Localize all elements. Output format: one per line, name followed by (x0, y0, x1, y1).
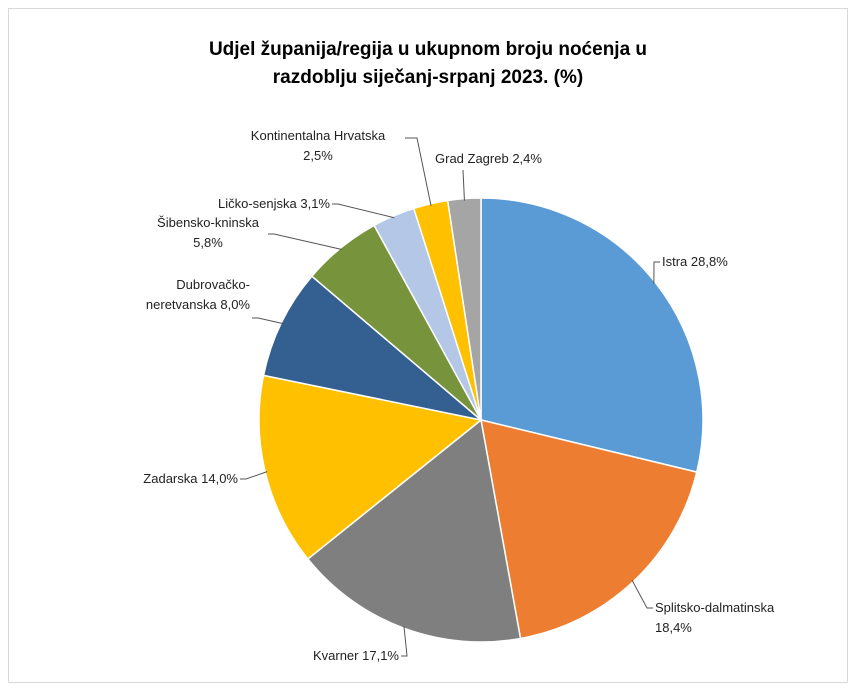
leader-line (405, 137, 432, 206)
leader-line (332, 203, 395, 219)
data-label: Istra 28,8% (662, 252, 728, 272)
value-label: 28,8% (690, 254, 728, 269)
leader-line (252, 317, 284, 325)
chart-frame (8, 8, 848, 683)
leader-line (268, 233, 343, 251)
pie-slice (480, 419, 698, 640)
value-label: 5,8% (193, 235, 223, 250)
pie-slice (480, 197, 704, 474)
data-label: Dubrovačko-neretvanska 8,0% (120, 275, 250, 315)
leader-line (240, 471, 268, 480)
data-label: Šibensko-kninska 5,8% (157, 213, 259, 253)
leader-line (401, 626, 408, 657)
category-label: Zadarska (143, 471, 198, 486)
category-label: Splitsko-dalmatinska (655, 600, 775, 615)
leader-line (631, 579, 653, 609)
value-label: 3,1% (300, 196, 330, 211)
category-label: Grad Zagreb (435, 151, 509, 166)
category-label: Kontinentalna Hrvatska (250, 128, 386, 143)
pie-slice (306, 418, 522, 643)
category-label: Dubrovačko-neretvanska (145, 277, 250, 312)
leader-line (653, 261, 660, 284)
value-label: 2,5% (303, 148, 333, 163)
category-label: Istra (662, 254, 688, 269)
value-label: 17,1% (362, 648, 399, 663)
data-label: Zadarska 14,0% (143, 469, 238, 489)
category-label: Šibensko-kninska (157, 215, 259, 230)
value-label: 14,0% (201, 471, 238, 486)
data-label: Kontinentalna Hrvatska 2,5% (251, 126, 385, 166)
data-label: Kvarner 17,1% (313, 646, 399, 666)
value-label: 8,0% (220, 297, 250, 312)
data-label: Grad Zagreb 2,4% (435, 149, 542, 169)
value-label: 2,4% (512, 151, 542, 166)
data-label: Ličko-senjska 3,1% (218, 194, 330, 214)
value-label: 18,4% (655, 620, 692, 635)
leader-line (462, 169, 465, 201)
category-label: Kvarner (312, 648, 359, 663)
data-label: Splitsko-dalmatinska 18,4% (655, 598, 774, 638)
category-label: Ličko-senjska (217, 196, 297, 211)
chart-title: Udjel županija/regija u ukupnom broju no… (208, 39, 648, 88)
